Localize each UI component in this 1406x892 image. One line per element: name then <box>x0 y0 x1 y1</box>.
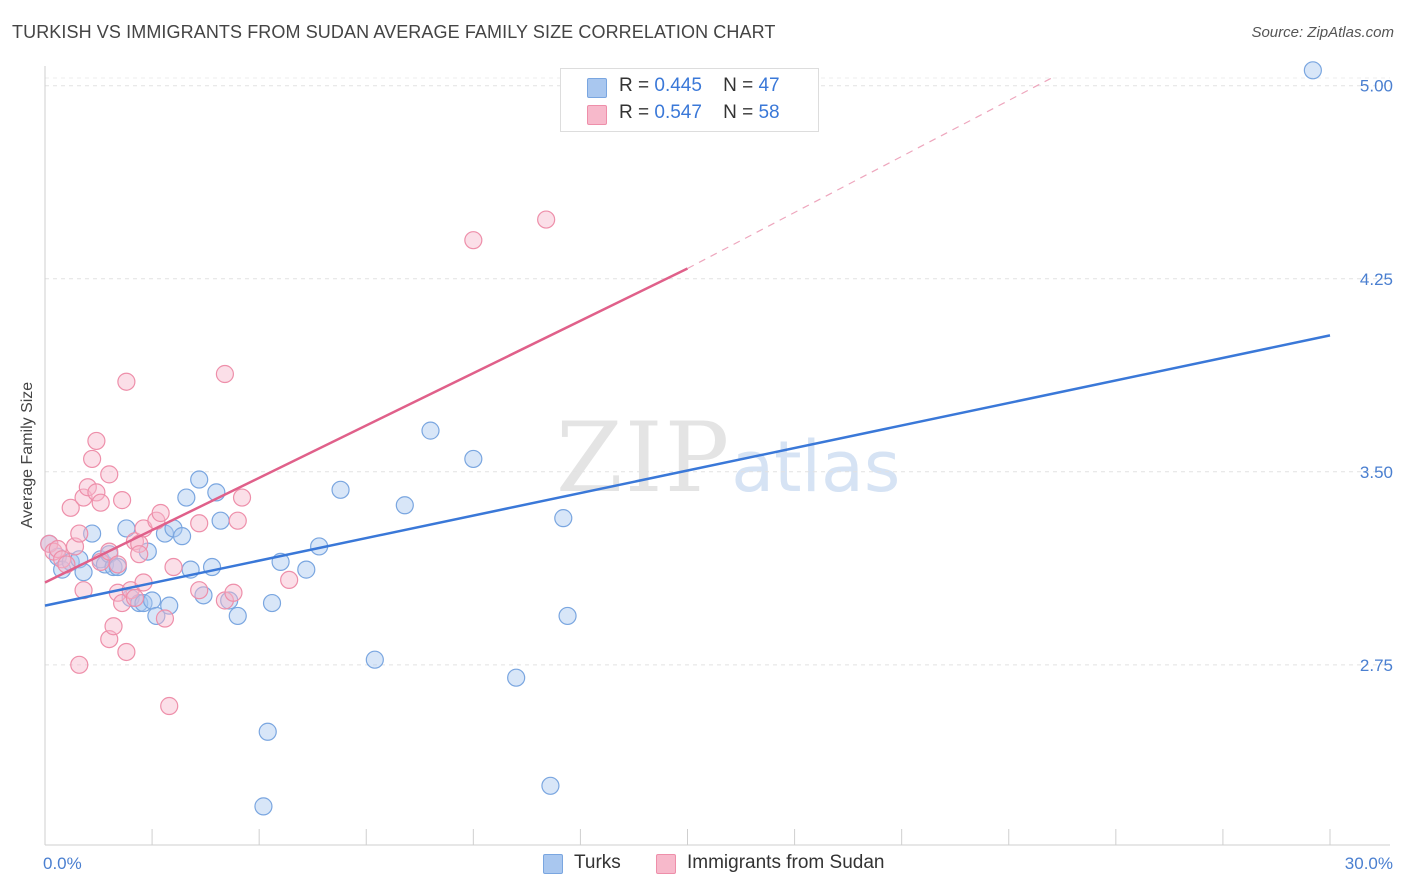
sudan-point <box>70 524 89 543</box>
bottom-legend: Turks Immigrants from Sudan <box>0 852 1406 878</box>
turks-point <box>177 488 196 507</box>
turks-point <box>83 524 102 543</box>
watermark: ZIPatlas <box>556 402 901 514</box>
bottom-legend-swatch-sudan <box>656 854 676 874</box>
sudan-point <box>112 491 132 510</box>
x-tick-label-min: 0.0% <box>43 854 82 873</box>
sudan-point <box>108 555 127 574</box>
chart-title: TURKISH VS IMMIGRANTS FROM SUDAN AVERAGE… <box>12 22 776 42</box>
x-tick-label-max: 30.0% <box>1345 854 1393 873</box>
legend-r-label: R = <box>619 102 650 123</box>
legend-r-value: 0.547 <box>654 102 702 123</box>
sudan-point <box>160 696 179 716</box>
sudan-point <box>190 514 209 533</box>
y-tick-label: 3.50 <box>1360 463 1393 482</box>
sudan-point <box>83 449 102 469</box>
legend-n-label: N = <box>723 75 754 96</box>
bottom-legend-swatch-turks <box>543 854 563 874</box>
y-tick-label: 2.75 <box>1360 656 1393 675</box>
sudan-point <box>104 617 123 636</box>
sudan-point <box>117 642 136 662</box>
sudan-point <box>70 655 89 674</box>
sudan-point <box>537 210 556 229</box>
sudan-point <box>228 511 247 530</box>
turks-point <box>507 668 526 687</box>
legend-swatch-sudan <box>587 105 607 125</box>
turks-point <box>331 480 350 499</box>
sudan-point <box>87 431 106 451</box>
sudan-point <box>151 503 170 523</box>
sudan-point <box>100 465 119 484</box>
sudan-trend-extension <box>687 77 1052 270</box>
turks-point <box>365 650 384 669</box>
turks-point <box>258 722 277 741</box>
sudan-trend-line <box>44 267 689 584</box>
sudan-point <box>280 570 299 590</box>
turks-point <box>421 421 440 440</box>
turks-point <box>554 509 573 528</box>
sudan-point <box>130 545 149 564</box>
sudan-point <box>87 483 106 502</box>
sudan-point <box>117 372 136 391</box>
turks-point <box>254 797 273 816</box>
legend-r-value: 0.445 <box>654 75 702 96</box>
sudan-point <box>224 583 243 602</box>
legend-n-label: N = <box>723 102 754 123</box>
turks-point <box>297 560 316 579</box>
legend-n-value: 47 <box>758 75 780 96</box>
y-tick-label: 4.25 <box>1360 270 1393 289</box>
sudan-point <box>61 498 80 517</box>
sudan-point <box>91 493 110 512</box>
turks-point <box>1303 61 1322 80</box>
legend-n-value: 58 <box>758 102 780 123</box>
turks-point <box>190 470 209 489</box>
turks-point <box>172 527 192 546</box>
sudan-point <box>78 478 97 497</box>
turks-point <box>464 449 483 469</box>
sudan-point <box>232 488 252 507</box>
sudan-point <box>464 231 483 250</box>
turks-point <box>142 591 162 610</box>
turks-point <box>211 511 230 530</box>
turks-point <box>262 593 282 613</box>
sudan-point <box>190 581 209 600</box>
turks-point <box>541 776 560 795</box>
turks-point <box>395 496 414 515</box>
turks-point <box>228 606 247 626</box>
source-credit: Source: ZipAtlas.com <box>1251 24 1394 41</box>
sudan-point <box>215 364 234 384</box>
legend: R = 0.445 N = 47 R = 0.547 N = 58 <box>560 68 819 132</box>
legend-r-label: R = <box>619 75 650 96</box>
sudan-point <box>125 588 145 608</box>
sudan-point <box>164 557 183 577</box>
sudan-point <box>155 609 175 628</box>
legend-swatch-turks <box>587 78 607 98</box>
y-tick-label: 5.00 <box>1360 77 1393 96</box>
turks-trend-line <box>44 334 1331 607</box>
turks-point <box>558 606 577 626</box>
